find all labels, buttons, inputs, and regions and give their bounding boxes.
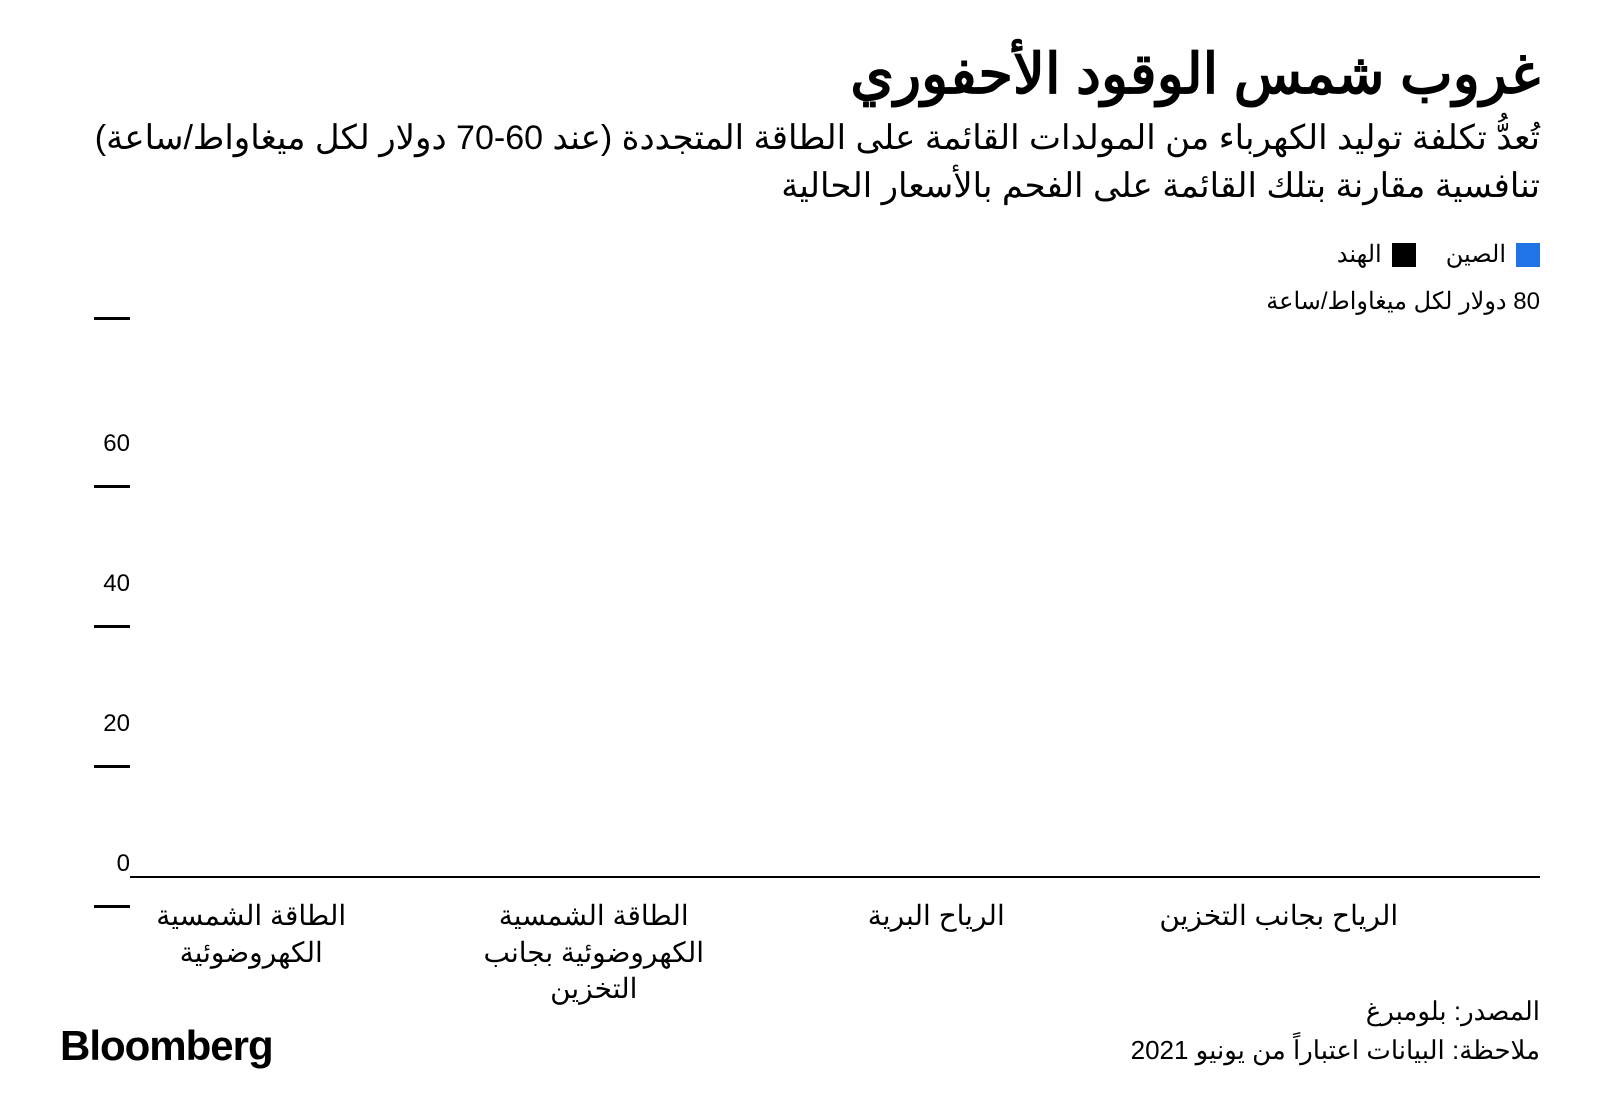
legend-swatch-india	[1392, 243, 1416, 267]
chart-footer: المصدر: بلومبرغ ملاحظة: البيانات اعتبارا…	[60, 992, 1540, 1070]
brand-logo: Bloomberg	[60, 1022, 273, 1070]
y-axis-title: 80 دولار لكل ميغاواط/ساعة	[60, 287, 1540, 316]
legend: الصين الهند	[60, 240, 1540, 269]
y-tick-mark	[94, 317, 130, 320]
y-tick-label: 60	[60, 430, 130, 458]
legend-item-china: الصين	[1446, 240, 1540, 269]
footer-source: المصدر: بلومبرغ	[1131, 992, 1540, 1031]
y-tick-mark	[94, 485, 130, 488]
chart-subtitle: تُعدُّ تكلفة توليد الكهرباء من المولدات …	[60, 115, 1540, 210]
y-tick-mark	[94, 625, 130, 628]
legend-item-india: الهند	[1337, 240, 1416, 269]
y-tick-label: 0	[60, 850, 130, 878]
y-axis: 0 20 40 60	[60, 318, 130, 878]
legend-label-china: الصين	[1446, 240, 1506, 269]
y-tick-mark	[94, 765, 130, 768]
legend-label-india: الهند	[1337, 240, 1382, 269]
chart-area: 0 20 40 60	[60, 318, 1540, 878]
y-tick-mark	[94, 905, 130, 908]
y-tick-label: 20	[60, 710, 130, 738]
y-tick-label: 40	[60, 570, 130, 598]
plot-area	[130, 318, 1540, 878]
legend-swatch-china	[1516, 243, 1540, 267]
footer-text: المصدر: بلومبرغ ملاحظة: البيانات اعتبارا…	[1131, 992, 1540, 1070]
chart-title: غروب شمس الوقود الأحفوري	[60, 40, 1540, 107]
footer-note: ملاحظة: البيانات اعتباراً من يونيو 2021	[1131, 1031, 1540, 1070]
